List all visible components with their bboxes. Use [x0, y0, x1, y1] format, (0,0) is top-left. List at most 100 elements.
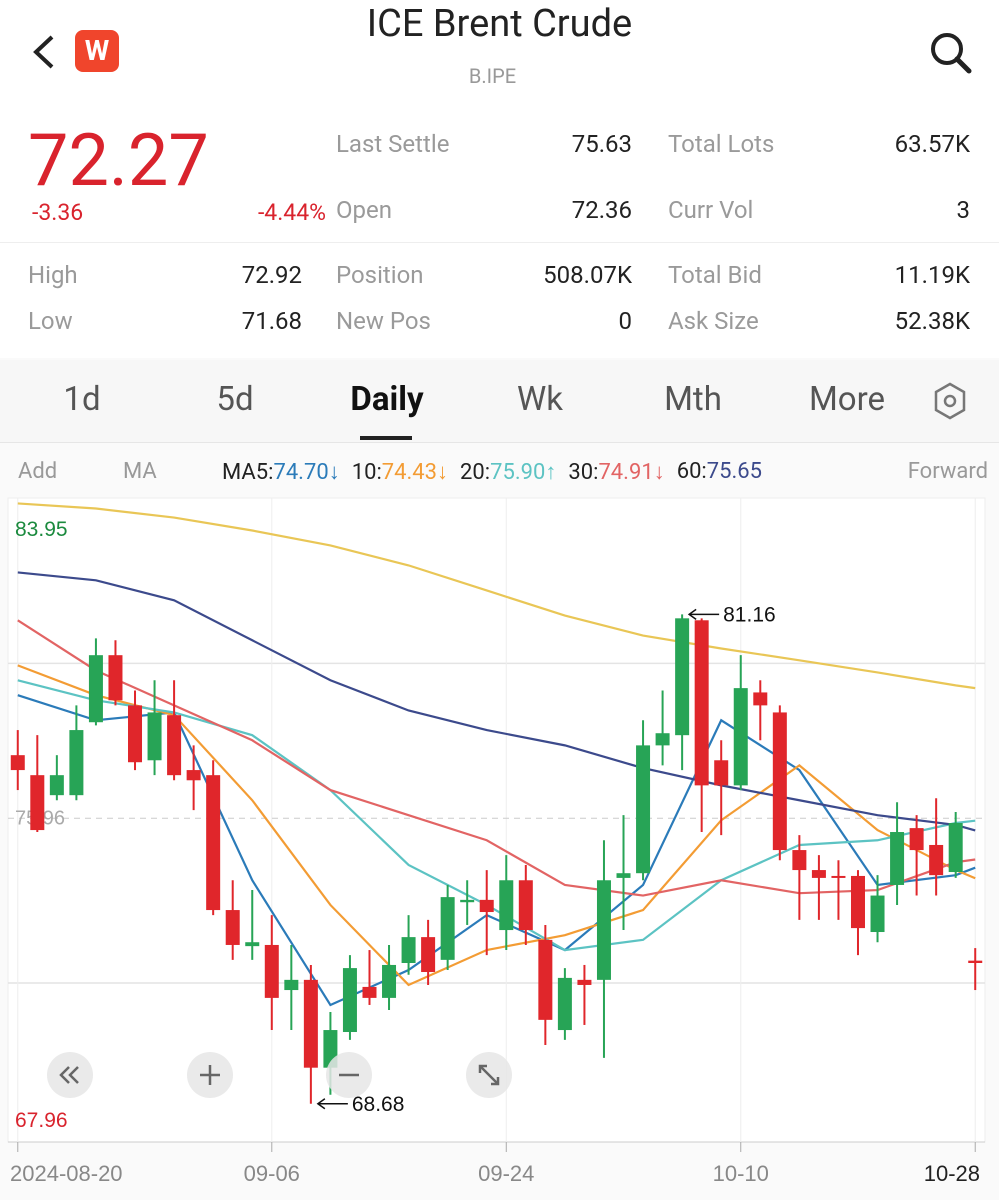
candle-body	[557, 977, 572, 1031]
settings-button[interactable]	[930, 380, 970, 422]
candle-body	[968, 960, 983, 963]
candle-body	[479, 899, 494, 913]
chart-control-button[interactable]	[187, 1052, 233, 1098]
candle-body	[147, 712, 162, 761]
legend-item: 10:74.43↓	[352, 459, 448, 485]
x-tick-label: 10-28	[924, 1161, 980, 1186]
candle-body	[30, 775, 45, 831]
legend-arrow: ↑	[545, 460, 557, 485]
stat-label: Last Settle	[336, 130, 450, 158]
last-price: 72.27	[28, 118, 209, 203]
button-circle	[187, 1052, 233, 1098]
candle-body	[948, 823, 963, 873]
stat-value: 11.19K	[894, 261, 970, 289]
stat-value: 3	[956, 196, 971, 224]
reference-label: 75.96	[15, 808, 65, 830]
legend-arrow: ↓	[653, 460, 665, 485]
button-circle	[326, 1052, 372, 1098]
app-logo: W	[75, 30, 119, 72]
candle-body	[303, 979, 318, 1068]
x-tick-label: 09-06	[244, 1161, 300, 1186]
ma-line	[17, 502, 976, 690]
price-change: -3.36	[32, 199, 84, 226]
legend-arrow: ↓	[437, 460, 449, 485]
candle-body	[323, 1030, 338, 1068]
candle-body	[128, 705, 143, 763]
stat-value: 75.63	[571, 130, 632, 158]
candle-body	[440, 897, 455, 960]
chart-control-button[interactable]	[466, 1052, 512, 1098]
legend-label: 10:	[351, 460, 382, 485]
legend-value: 74.70	[273, 460, 329, 485]
candle-body	[264, 944, 279, 998]
legend-value: 74.91	[598, 460, 654, 485]
legend-label: 20:	[460, 460, 491, 485]
period-tab[interactable]: More	[808, 380, 886, 419]
period-tab[interactable]: 1d	[63, 380, 101, 419]
stat-value: 72.92	[241, 261, 302, 289]
candle-body	[772, 712, 787, 851]
candle-body	[870, 895, 885, 933]
annotation-arrowhead	[316, 1098, 326, 1110]
back-button[interactable]	[30, 34, 60, 70]
forward-button[interactable]: Forward	[907, 459, 988, 484]
period-tab[interactable]: Mth	[664, 380, 722, 419]
stat-label: Total Bid	[668, 261, 762, 289]
period-tab[interactable]: Wk	[516, 380, 564, 419]
y-min-label: 67.96	[15, 1109, 68, 1132]
header-area: W ICE Brent Crude B.IPE 72.27 -3.36 -4.4…	[0, 0, 999, 358]
candle-body	[206, 775, 221, 911]
candle-body	[382, 964, 397, 998]
candle-body	[245, 942, 260, 947]
search-button[interactable]	[928, 30, 974, 76]
stat-label: High	[28, 261, 78, 289]
stat-value: 52.38K	[894, 307, 970, 335]
stat-label: Total Lots	[668, 130, 775, 158]
legend-arrow: ↓	[328, 460, 340, 485]
legend-label: MA5:	[222, 460, 274, 485]
legend-item: 60:75.65	[677, 459, 762, 485]
active-tab-underline	[360, 436, 412, 440]
legend-value: 75.65	[706, 459, 763, 484]
chart-control-button[interactable]	[326, 1052, 372, 1098]
candle-body	[88, 655, 103, 723]
stat-value: 63.57K	[894, 130, 970, 158]
add-button[interactable]: Add	[18, 459, 58, 484]
period-tab[interactable]: Daily	[350, 380, 424, 419]
candle-body	[753, 692, 768, 706]
divider	[0, 242, 999, 243]
legend-item: 30:74.91↓	[568, 459, 664, 485]
button-circle	[466, 1052, 512, 1098]
current-marker	[948, 892, 980, 940]
stat-label: Low	[28, 307, 73, 335]
stat-value: 72.36	[571, 196, 632, 224]
candle-body	[792, 850, 807, 871]
candle-body	[499, 880, 514, 931]
legend-value: 74.43	[381, 460, 438, 485]
icon	[491, 1077, 500, 1086]
stat-value: 508.07K	[543, 261, 632, 289]
stat-label: Curr Vol	[668, 196, 754, 224]
stat-label: Ask Size	[668, 307, 759, 335]
candle-body	[225, 910, 240, 945]
y-max-label: 83.95	[15, 518, 68, 541]
candle-body	[108, 655, 123, 701]
candle-body	[342, 968, 357, 1033]
period-tabs: 1d 5d Daily Wk Mth More	[0, 360, 999, 443]
candle-body	[49, 775, 64, 796]
chart-control-button[interactable]	[47, 1052, 93, 1098]
candle-body	[284, 979, 299, 991]
ma-line	[17, 694, 976, 1007]
candle-body	[421, 937, 436, 973]
icon	[479, 1065, 499, 1085]
ma-line	[17, 571, 976, 832]
candle-body	[577, 979, 592, 985]
ma-button[interactable]: MA	[123, 459, 157, 484]
candle-body	[733, 688, 748, 786]
x-tick-label: 09-24	[478, 1161, 534, 1186]
x-tick-label: 2024-08-20	[10, 1161, 123, 1186]
candle-body	[167, 715, 182, 776]
candle-body	[636, 745, 651, 874]
ma-line	[17, 679, 976, 952]
period-tab[interactable]: 5d	[216, 380, 254, 419]
